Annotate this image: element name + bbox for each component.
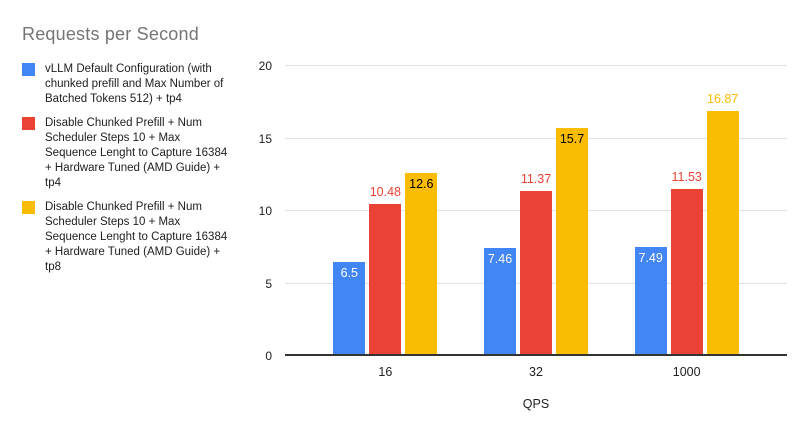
bar-tuned-tp4-32: 11.37 [520,172,552,356]
legend-swatch-icon [22,201,35,214]
bar-vllm-default-tp4-1000: 7.49 [634,247,667,356]
gridline-0 [285,354,787,356]
bar-value-label: 10.48 [369,185,401,200]
y-tick-label-15: 15 [258,131,272,146]
bar-group-32: 7.46 11.37 15.7 [461,66,612,356]
legend-label: Disable Chunked Prefill + Num Scheduler … [45,117,228,189]
x-tick-label-16: 16 [378,365,393,379]
bar-value-label: 15.7 [559,132,585,147]
gridline-20 [285,65,787,66]
gridline-15 [285,137,787,139]
bar-tuned-tp4-16: 10.48 [369,185,402,356]
x-axis-labels: 16 32 1000 [285,365,787,379]
y-tick-label-5: 5 [265,276,272,291]
bar-vllm-default-tp4-16: 6.5 [333,261,366,356]
legend: vLLM Default Configuration (with chunked… [22,62,237,275]
bar-value-label: 6.5 [340,265,359,280]
bar-tuned-tp8-1000: 16.87 [706,92,739,356]
bar-tuned-tp4-1000: 11.53 [670,170,703,356]
bar-value-label: 7.49 [638,251,663,266]
bar-tuned-tp8-16: 12.6 [405,173,438,356]
chart-title: Requests per Second [22,24,199,44]
bar-groups: 6.5 10.48 12.6 7.46 11.37 15.7 7.49 11.53 16.87 [285,66,787,356]
bar-group-16: 6.5 10.48 12.6 [310,66,461,356]
legend-swatch-icon [22,117,35,130]
bar-group-1000: 7.49 11.53 16.87 [611,66,762,356]
x-tick-label-1000: 1000 [672,365,701,379]
legend-item-tuned-tp4: Disable Chunked Prefill + Num Scheduler … [22,116,237,191]
legend-label: vLLM Default Configuration (with chunked… [45,63,224,105]
legend-item-tuned-tp8: Disable Chunked Prefill + Num Scheduler … [22,200,237,275]
y-tick-label-10: 10 [258,204,272,218]
plot-area: 0 5 10 15 20 6.5 10.48 12.6 7.46 11.37 15.7 7.49 11… [259,59,787,379]
x-tick-label-32: 32 [529,365,543,379]
legend-item-vllm-default-tp4: vLLM Default Configuration (with chunked… [22,62,237,107]
legend-swatch-icon [22,63,35,76]
bar-value-label: 16.87 [707,92,739,107]
y-tick-label-20: 20 [258,59,272,73]
bar-vllm-default-tp4-32: 7.46 [484,247,516,356]
bar-value-label: 12.6 [409,177,434,192]
x-axis-title: QPS [522,397,550,411]
y-tick-label-0: 0 [265,349,272,363]
legend-label: Disable Chunked Prefill + Num Scheduler … [45,201,228,273]
bar-value-label: 11.37 [520,172,552,187]
bar-tuned-tp8-32: 15.7 [556,128,588,356]
bar-value-label: 7.46 [487,251,513,266]
bar-value-label: 11.53 [671,169,702,184]
